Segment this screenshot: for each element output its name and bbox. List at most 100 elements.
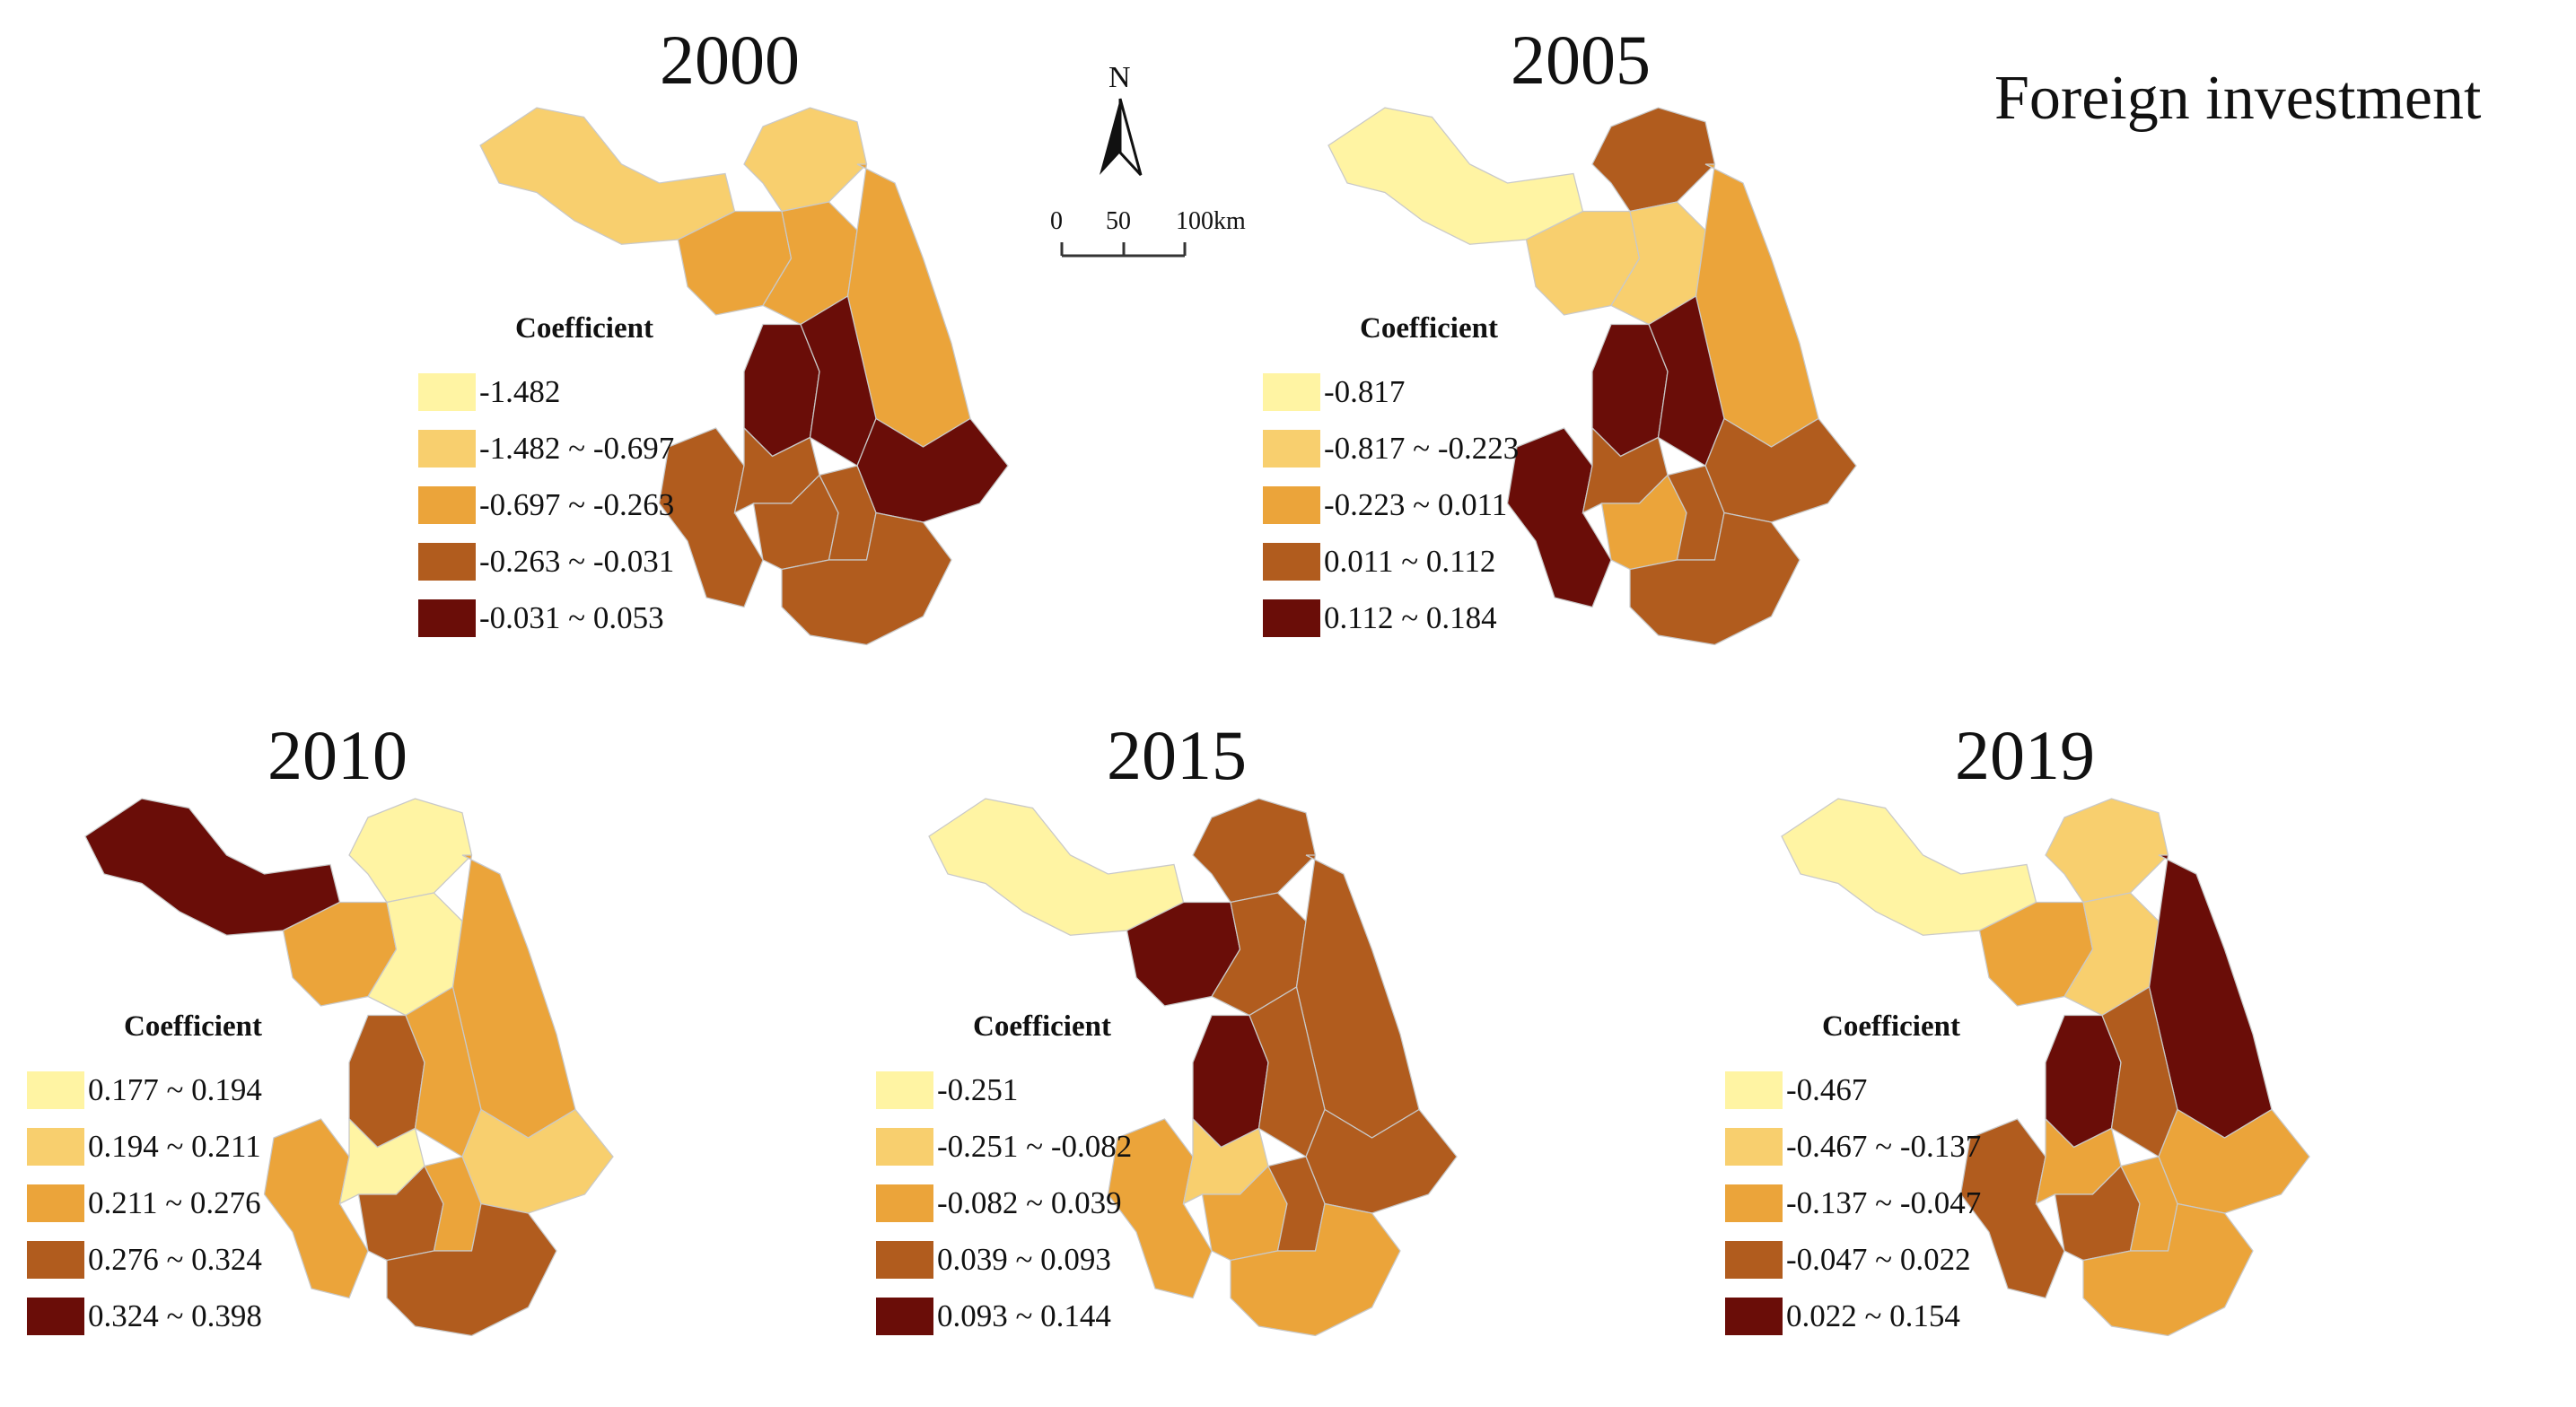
legend-label: -0.697 ~ -0.263 (479, 486, 675, 522)
legend-item: 0.276 ~ 0.324 (27, 1231, 262, 1288)
legend-swatch (1263, 429, 1320, 468)
legend-2015: Coefficient -0.251 -0.251 ~ -0.082 -0.08… (876, 1010, 1132, 1344)
legend-title: Coefficient (515, 312, 653, 345)
legend-swatch (876, 1071, 933, 1109)
legend-item: -0.467 ~ -0.137 (1725, 1118, 1981, 1175)
north-arrow-icon: N (1100, 61, 1143, 177)
map-region (1506, 427, 1612, 608)
map-region (743, 107, 868, 213)
map-region (1591, 107, 1716, 213)
map-region (1230, 1202, 1401, 1337)
year-label-2019: 2019 (1955, 716, 2095, 794)
legend-label: -0.817 (1324, 373, 1406, 409)
legend-label: 0.011 ~ 0.112 (1324, 543, 1496, 579)
legend-swatch (1263, 485, 1320, 524)
legend-item: 0.194 ~ 0.211 (27, 1118, 262, 1175)
legend-label: 0.112 ~ 0.184 (1324, 599, 1497, 635)
legend-item: 0.011 ~ 0.112 (1263, 533, 1519, 590)
legend-item: 0.039 ~ 0.093 (876, 1231, 1132, 1288)
legend-label: 0.194 ~ 0.211 (88, 1128, 261, 1164)
map-region (1327, 107, 1584, 245)
map-region (1107, 1118, 1213, 1299)
legend-swatch (418, 599, 476, 637)
legend-swatch (876, 1184, 933, 1222)
legend-title: Coefficient (124, 1010, 262, 1043)
legend-label: -0.467 ~ -0.137 (1786, 1128, 1982, 1164)
legend-swatch (1725, 1127, 1783, 1166)
map-region (781, 511, 952, 646)
legend-item: -0.223 ~ 0.011 (1263, 476, 1519, 533)
legend-label: 0.022 ~ 0.154 (1786, 1298, 1960, 1333)
legend-swatch (418, 429, 476, 468)
map-region (2045, 798, 2169, 904)
figure-title: Foreign investment (1994, 64, 2482, 133)
legend-item: -0.047 ~ 0.022 (1725, 1231, 1981, 1288)
map-region (1959, 1118, 2065, 1299)
legend-item: -0.251 ~ -0.082 (876, 1118, 1132, 1175)
legend-title: Coefficient (1360, 312, 1498, 345)
legend-2005: Coefficient -0.817 -0.817 ~ -0.223 -0.22… (1263, 312, 1519, 646)
legend-swatch (876, 1127, 933, 1166)
legend-2010: Coefficient 0.177 ~ 0.194 0.194 ~ 0.211 … (27, 1010, 262, 1344)
legend-label: 0.211 ~ 0.276 (88, 1184, 261, 1220)
map-region (928, 798, 1185, 936)
year-label-2005: 2005 (1511, 21, 1651, 99)
legend-item: 0.093 ~ 0.144 (876, 1288, 1132, 1344)
legend-swatch (418, 372, 476, 411)
legend-item: -0.137 ~ -0.047 (1725, 1175, 1981, 1231)
legend-swatch (876, 1240, 933, 1279)
legend-item: 0.112 ~ 0.184 (1263, 590, 1519, 646)
legend-title: Coefficient (973, 1010, 1111, 1043)
year-label-2010: 2010 (267, 716, 407, 794)
map-2015 (928, 798, 1458, 1337)
map-2010 (84, 798, 614, 1337)
map-region (386, 1202, 557, 1337)
north-label: N (1108, 61, 1131, 94)
scale-bar: 0 50 100km (1050, 207, 1246, 258)
legend-swatch (1725, 1240, 1783, 1279)
legend-item: 0.022 ~ 0.154 (1725, 1288, 1981, 1344)
map-region (1192, 798, 1317, 904)
legend-label: 0.177 ~ 0.194 (88, 1071, 262, 1107)
map-region (1781, 798, 2037, 936)
legend-2019: Coefficient -0.467 -0.467 ~ -0.137 -0.13… (1725, 1010, 1981, 1344)
legend-label: -1.482 ~ -0.697 (479, 430, 675, 466)
map-2019 (1781, 798, 2310, 1337)
legend-label: -0.251 ~ -0.082 (937, 1128, 1133, 1164)
legend-item: 0.211 ~ 0.276 (27, 1175, 262, 1231)
legend-label: -0.263 ~ -0.031 (479, 543, 675, 579)
map-2000 (479, 107, 1009, 646)
legend-swatch (1263, 372, 1320, 411)
legend-item: -0.817 ~ -0.223 (1263, 420, 1519, 476)
legend-swatch (418, 542, 476, 581)
year-label-2015: 2015 (1107, 716, 1247, 794)
legend-item: -0.263 ~ -0.031 (418, 533, 674, 590)
legend-swatch (876, 1297, 933, 1335)
legend-label: -0.817 ~ -0.223 (1324, 430, 1520, 466)
legend-label: -0.467 (1786, 1071, 1868, 1107)
legend-label: 0.093 ~ 0.144 (937, 1298, 1111, 1333)
scale-tick-100km: 100km (1176, 207, 1246, 235)
legend-title: Coefficient (1822, 1010, 1960, 1043)
legend-swatch (1725, 1297, 1783, 1335)
legend-swatch (418, 485, 476, 524)
legend-2000: Coefficient -1.482 -1.482 ~ -0.697 -0.69… (418, 312, 674, 646)
scale-tick-0: 0 (1050, 207, 1063, 235)
year-label-2000: 2000 (660, 21, 800, 99)
legend-label: -0.223 ~ 0.011 (1324, 486, 1508, 522)
legend-label: -0.137 ~ -0.047 (1786, 1184, 1982, 1220)
legend-label: -1.482 (479, 373, 561, 409)
legend-item: 0.177 ~ 0.194 (27, 1062, 262, 1118)
legend-swatch (27, 1240, 84, 1279)
map-region (84, 798, 341, 936)
legend-item: -0.251 (876, 1062, 1132, 1118)
legend-item: -0.697 ~ -0.263 (418, 476, 674, 533)
legend-label: -0.031 ~ 0.053 (479, 599, 664, 635)
legend-item: -0.082 ~ 0.039 (876, 1175, 1132, 1231)
legend-item: -0.817 (1263, 363, 1519, 420)
map-region (479, 107, 736, 245)
legend-item: -1.482 ~ -0.697 (418, 420, 674, 476)
legend-label: 0.039 ~ 0.093 (937, 1241, 1111, 1277)
